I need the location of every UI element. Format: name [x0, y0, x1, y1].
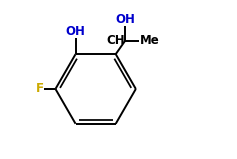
Text: F: F	[36, 83, 44, 95]
Text: Me: Me	[140, 34, 160, 47]
Text: OH: OH	[115, 13, 135, 26]
Text: CH: CH	[106, 34, 125, 47]
Text: OH: OH	[66, 25, 86, 38]
